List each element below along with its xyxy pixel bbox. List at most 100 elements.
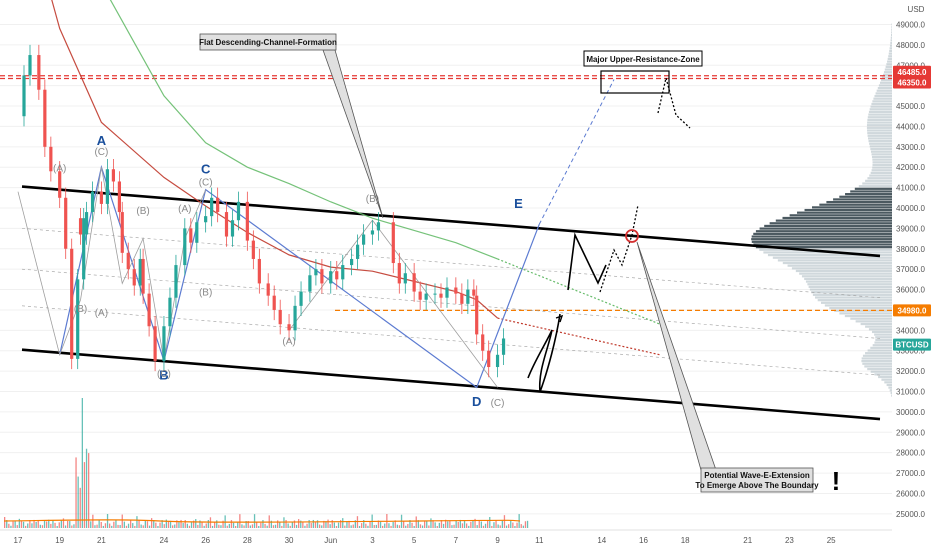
volume-profile-bar: [819, 203, 892, 206]
volume-bar: [31, 523, 33, 528]
volume-profile-bar: [795, 269, 892, 273]
volume-profile-bar: [885, 65, 892, 68]
candle-body: [376, 222, 381, 231]
volume-profile-bar: [874, 94, 892, 98]
time-tick-label: 7: [454, 536, 459, 545]
volume-bar: [81, 398, 83, 528]
volume-bar: [33, 519, 35, 528]
volume-bar: [266, 525, 268, 528]
volume-bar: [159, 522, 161, 528]
volume-bar: [382, 525, 384, 528]
volume-profile-bar: [751, 240, 892, 243]
volume-ma-line: [3, 519, 521, 523]
volume-bar: [262, 520, 264, 528]
volume-bar: [148, 525, 151, 528]
volume-profile-bar: [753, 243, 892, 246]
volume-profile-bar: [804, 208, 892, 212]
volume-profile-bar: [867, 177, 892, 180]
volume-bar: [522, 525, 524, 528]
volume-bar: [56, 525, 58, 528]
price-axis: USD49000.048000.047000.046000.045000.044…: [892, 0, 932, 550]
volume-profile-bar: [871, 155, 892, 159]
volume-bar: [373, 525, 375, 528]
candle-body: [58, 171, 62, 198]
volume-bar: [50, 523, 52, 528]
volume-profile-bar: [829, 307, 892, 310]
volume-bar: [449, 520, 451, 528]
volume-profile-bar: [789, 214, 892, 217]
volume-bar: [94, 525, 96, 528]
price-tag: BTCUSD: [893, 338, 931, 351]
volume-bar: [277, 520, 279, 528]
volume-bar: [172, 525, 174, 528]
volume-bar: [302, 521, 304, 528]
volume-profile-bar: [869, 145, 892, 148]
volume-bar: [64, 525, 67, 528]
candle-body: [391, 222, 395, 264]
volume-profile-bar: [887, 57, 892, 61]
volume-bar: [480, 521, 482, 528]
volume-bar: [209, 517, 212, 528]
volume-bar: [115, 520, 117, 528]
volume-bar: [226, 525, 228, 528]
volume-bar: [394, 520, 396, 528]
candle-body: [460, 293, 464, 304]
volume-bar: [358, 525, 361, 528]
volume-bar: [512, 522, 514, 528]
volume-profile-bar: [867, 116, 892, 119]
volume-bar: [121, 514, 123, 528]
candle-body: [287, 324, 291, 331]
volume-bar: [46, 521, 48, 528]
descending-channel: [21, 185, 881, 421]
volume-bar: [205, 523, 207, 528]
volume-bar: [321, 525, 323, 528]
candle-body: [84, 212, 89, 235]
volume-bar: [505, 525, 508, 528]
time-tick-label: 23: [785, 536, 794, 545]
candle-body: [362, 234, 366, 245]
wave-label-C: (C): [199, 178, 213, 189]
price-tag: 34980.0: [893, 304, 931, 317]
volume-bar: [214, 521, 216, 528]
volume-bar: [201, 521, 203, 528]
volume-profile-bar: [854, 187, 892, 190]
volume-profile-bar: [876, 89, 892, 92]
volume-profile-bar: [775, 219, 892, 222]
volume-bar: [71, 525, 73, 528]
volume-profile-bar: [875, 338, 892, 342]
volume-bar: [461, 523, 464, 528]
price-tick-label: 41000.0: [896, 184, 925, 193]
channel-lower-line: [21, 348, 881, 421]
volume-bar: [424, 521, 426, 528]
volume-bar: [130, 520, 132, 528]
candle-body: [147, 293, 151, 327]
volume-bar: [403, 521, 405, 528]
volume-profile-bar: [865, 352, 892, 355]
volume-bar: [503, 515, 506, 528]
volume-profile-bar: [878, 375, 892, 379]
volume-profile-bar: [889, 47, 892, 50]
candle-body: [481, 334, 485, 351]
volume-profile-bar: [844, 314, 892, 318]
candle-body: [454, 287, 458, 294]
volume-profile-bar: [869, 142, 892, 145]
wave-structure-lines: [17, 79, 615, 389]
candle-body: [224, 212, 229, 237]
volume-bar: [52, 520, 54, 528]
candle-body: [99, 191, 103, 204]
candle-body: [49, 146, 53, 172]
candle-body: [472, 289, 476, 296]
price-tag: 46350.0: [893, 76, 931, 89]
candle-body: [495, 354, 500, 368]
candle-body: [341, 265, 345, 280]
volume-bar: [369, 521, 371, 528]
candle-body: [216, 197, 220, 213]
volume-bar: [497, 524, 499, 528]
volume-profile-bar: [801, 275, 892, 278]
volume-bar: [25, 525, 27, 528]
volume-profile-bar: [867, 349, 892, 352]
volume-profile-bar: [820, 301, 892, 304]
volume-bar: [451, 525, 453, 528]
candle-body: [76, 279, 80, 359]
volume-bar: [193, 520, 195, 528]
